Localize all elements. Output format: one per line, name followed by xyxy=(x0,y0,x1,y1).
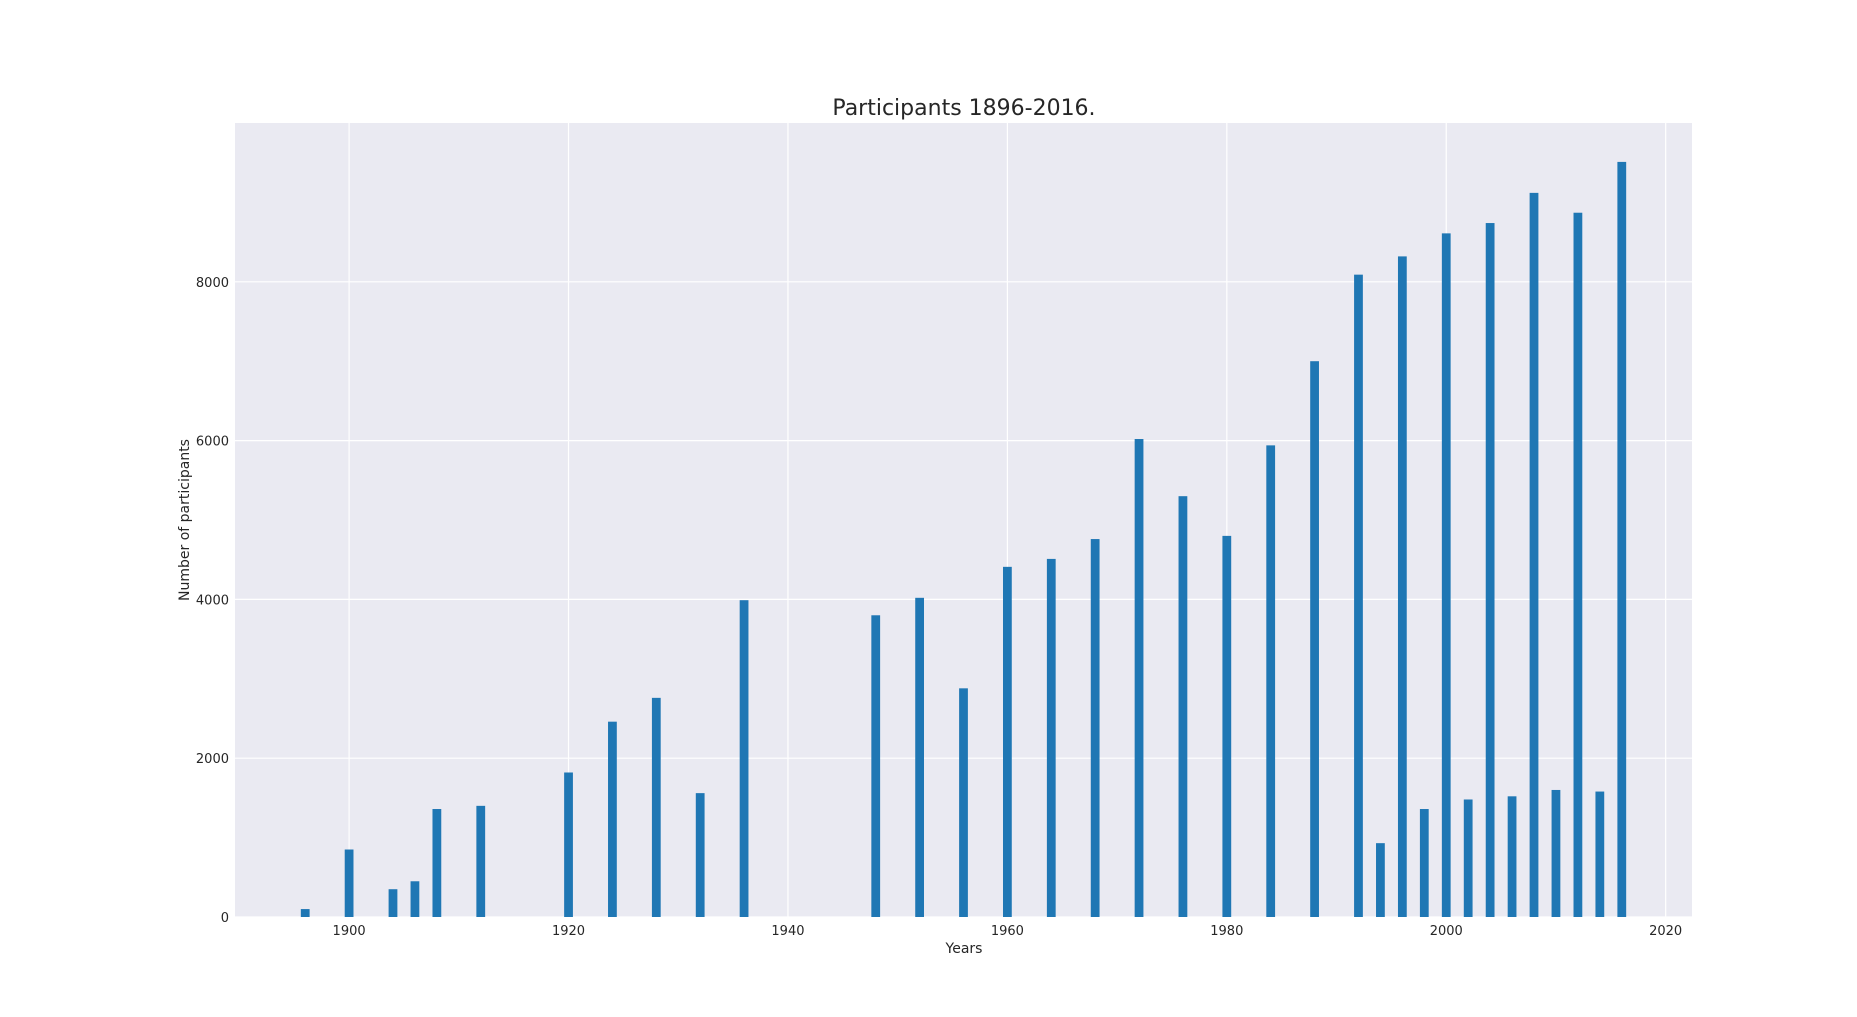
bar-1964 xyxy=(1046,558,1056,917)
y-tick-label: 8000 xyxy=(196,276,229,291)
x-tick-label: 2020 xyxy=(1649,924,1682,939)
bar-2000 xyxy=(1441,233,1451,918)
x-tick-label: 1960 xyxy=(991,924,1024,939)
bar-1920 xyxy=(564,772,573,917)
bar-1924 xyxy=(608,721,617,917)
bar-2006 xyxy=(1507,796,1517,917)
bar-1908 xyxy=(432,809,442,917)
bar-1996 xyxy=(1397,256,1407,918)
bar-1900 xyxy=(344,849,354,917)
bar-1972 xyxy=(1134,439,1144,917)
bar-1968 xyxy=(1090,539,1100,917)
bar-1994 xyxy=(1376,843,1385,917)
bar-1948 xyxy=(871,615,881,917)
x-tick-labels: 1900 1920 1940 1960 1980 2000 2020 xyxy=(333,924,1683,939)
bars-layer xyxy=(300,161,1627,918)
x-tick-label: 2000 xyxy=(1430,924,1463,939)
bar-1932 xyxy=(695,793,705,917)
chart-title: Participants 1896-2016. xyxy=(832,96,1095,121)
bar-1980 xyxy=(1222,535,1232,917)
bar-1912 xyxy=(476,805,486,917)
bar-2008 xyxy=(1529,192,1539,917)
x-tick-label: 1920 xyxy=(552,924,585,939)
y-tick-label: 2000 xyxy=(196,752,229,767)
bar-1992 xyxy=(1354,274,1363,917)
y-tick-label: 6000 xyxy=(196,435,229,450)
bar-1952 xyxy=(915,597,925,917)
bar-2012 xyxy=(1573,212,1583,918)
x-tick-label: 1940 xyxy=(771,924,804,939)
bar-1960 xyxy=(1002,566,1012,917)
bar-2004 xyxy=(1485,223,1495,917)
bar-1988 xyxy=(1310,361,1319,917)
x-tick-label: 1980 xyxy=(1210,924,1243,939)
y-tick-labels: 0 2000 4000 6000 8000 xyxy=(196,276,229,926)
bar-1906 xyxy=(410,881,420,917)
bar-1896 xyxy=(300,909,310,917)
bar-1984 xyxy=(1266,445,1276,917)
bar-2014 xyxy=(1595,791,1605,917)
bar-1998 xyxy=(1419,809,1429,917)
x-axis-label: Years xyxy=(945,941,983,957)
bar-2002 xyxy=(1463,799,1473,917)
bar-2016 xyxy=(1617,161,1627,917)
bar-1936 xyxy=(739,600,749,917)
bar-1904 xyxy=(388,889,398,917)
bar-1928 xyxy=(651,697,661,917)
x-tick-label: 1900 xyxy=(333,924,366,939)
bar-2010 xyxy=(1551,789,1561,917)
bar-1976 xyxy=(1178,496,1188,917)
bar-1956 xyxy=(959,688,968,917)
y-tick-label: 4000 xyxy=(196,593,229,608)
y-tick-label: 0 xyxy=(221,911,229,926)
y-axis-label: Number of participants xyxy=(177,439,193,601)
